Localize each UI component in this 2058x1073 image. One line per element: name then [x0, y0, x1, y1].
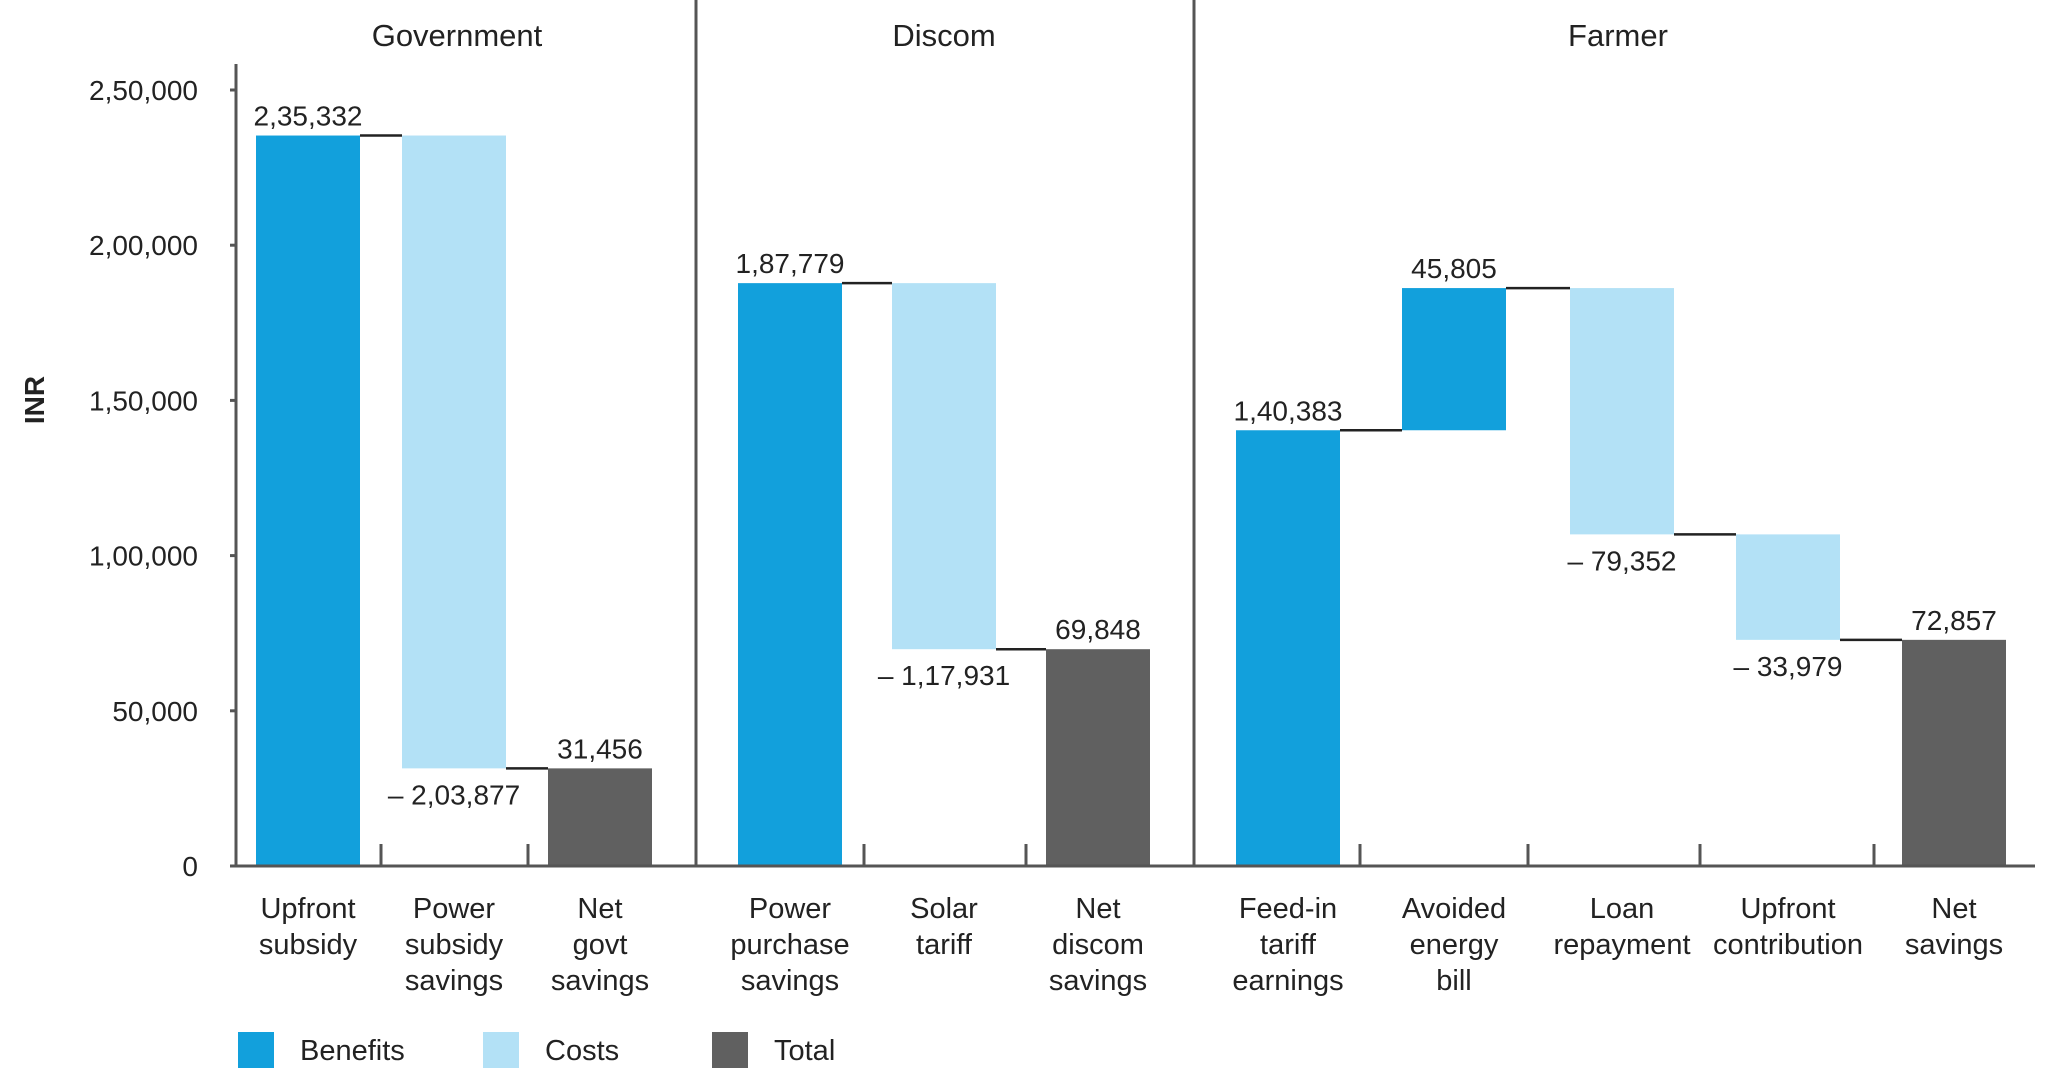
data-label: 72,857	[1911, 605, 1997, 636]
y-tick-label: 1,50,000	[89, 385, 198, 416]
category-label-line: Upfront	[260, 893, 355, 925]
bar-cost	[892, 283, 996, 650]
legend-label-benefit: Benefits	[300, 1035, 405, 1067]
category-label-line: Loan	[1590, 893, 1655, 925]
category-label: Net discom savings	[1049, 893, 1147, 997]
category-label: Net savings	[1905, 893, 2003, 961]
data-label: 1,87,779	[736, 248, 845, 279]
legend-swatch-total	[712, 1032, 748, 1068]
category-label: Net govt savings	[551, 893, 649, 997]
y-tick-label: 0	[182, 851, 198, 882]
bar-total	[1902, 639, 2006, 866]
category-label-line: earnings	[1232, 965, 1343, 997]
category-label-line: Power	[749, 893, 832, 925]
bar-total	[548, 768, 652, 866]
panel-title: Government	[372, 18, 543, 53]
bar-cost	[402, 135, 506, 769]
category-label-line: savings	[1049, 965, 1147, 997]
data-label: 1,40,383	[1234, 395, 1343, 426]
category-label: Upfront contribution	[1713, 893, 1863, 961]
category-label-line: contribution	[1713, 929, 1863, 961]
category-label-line: Net	[1075, 893, 1120, 925]
category-label-line: tariff	[1260, 929, 1317, 961]
y-axis-label: INR	[19, 376, 50, 424]
category-label: Power subsidy savings	[405, 893, 504, 997]
data-label: – 79,352	[1568, 545, 1677, 576]
y-tick-label: 1,00,000	[89, 541, 198, 572]
category-label-line: Power	[413, 893, 496, 925]
legend-swatch-benefit	[238, 1032, 274, 1068]
bar-benefit	[1402, 288, 1506, 431]
category-label-line: Upfront	[1740, 893, 1835, 925]
category-label-line: savings	[741, 965, 839, 997]
category-label-line: bill	[1436, 965, 1471, 997]
y-tick-label: 50,000	[112, 696, 198, 727]
category-label-line: Solar	[910, 893, 978, 925]
category-label-line: energy	[1410, 929, 1499, 961]
category-label-line: Net	[577, 893, 622, 925]
bar-benefit	[256, 135, 360, 866]
category-label-line: discom	[1052, 929, 1144, 961]
data-label: – 33,979	[1734, 651, 1843, 682]
category-label-line: tariff	[916, 929, 973, 961]
data-label: – 1,17,931	[878, 660, 1010, 691]
category-label-line: Avoided	[1402, 893, 1506, 925]
bar-benefit	[1236, 430, 1340, 866]
bar-cost	[1570, 288, 1674, 535]
bar-benefit	[738, 283, 842, 866]
category-label-line: Net	[1931, 893, 1976, 925]
category-label-line: repayment	[1553, 929, 1690, 961]
bar-cost	[1736, 534, 1840, 640]
category-label: Upfront subsidy	[259, 893, 358, 961]
category-label-line: Feed-in	[1239, 893, 1337, 925]
category-label-line: savings	[405, 965, 503, 997]
legend-swatch-cost	[483, 1032, 519, 1068]
category-label-line: govt	[573, 929, 628, 961]
category-label: Power purchase savings	[730, 893, 849, 997]
data-label: 2,35,332	[254, 101, 363, 132]
bar-total	[1046, 649, 1150, 866]
category-label: Loan repayment	[1553, 893, 1690, 961]
category-label: Solar tariff	[910, 893, 978, 961]
category-label-line: subsidy	[405, 929, 504, 961]
y-tick-label: 2,00,000	[89, 230, 198, 261]
data-label: 69,848	[1055, 614, 1141, 645]
category-label: Avoided energy bill	[1402, 893, 1506, 997]
data-label: 31,456	[557, 733, 643, 764]
panel-title: Discom	[892, 18, 995, 53]
category-label-line: purchase	[730, 929, 849, 961]
legend-label-total: Total	[774, 1035, 835, 1067]
y-tick-label: 2,50,000	[89, 75, 198, 106]
category-label-line: subsidy	[259, 929, 358, 961]
legend-label-cost: Costs	[545, 1035, 619, 1067]
category-label-line: savings	[551, 965, 649, 997]
panel-title: Farmer	[1568, 18, 1668, 53]
data-label: 45,805	[1411, 253, 1497, 284]
category-label-line: savings	[1905, 929, 2003, 961]
data-label: – 2,03,877	[388, 779, 520, 810]
category-label: Feed-in tariff earnings	[1232, 893, 1343, 997]
